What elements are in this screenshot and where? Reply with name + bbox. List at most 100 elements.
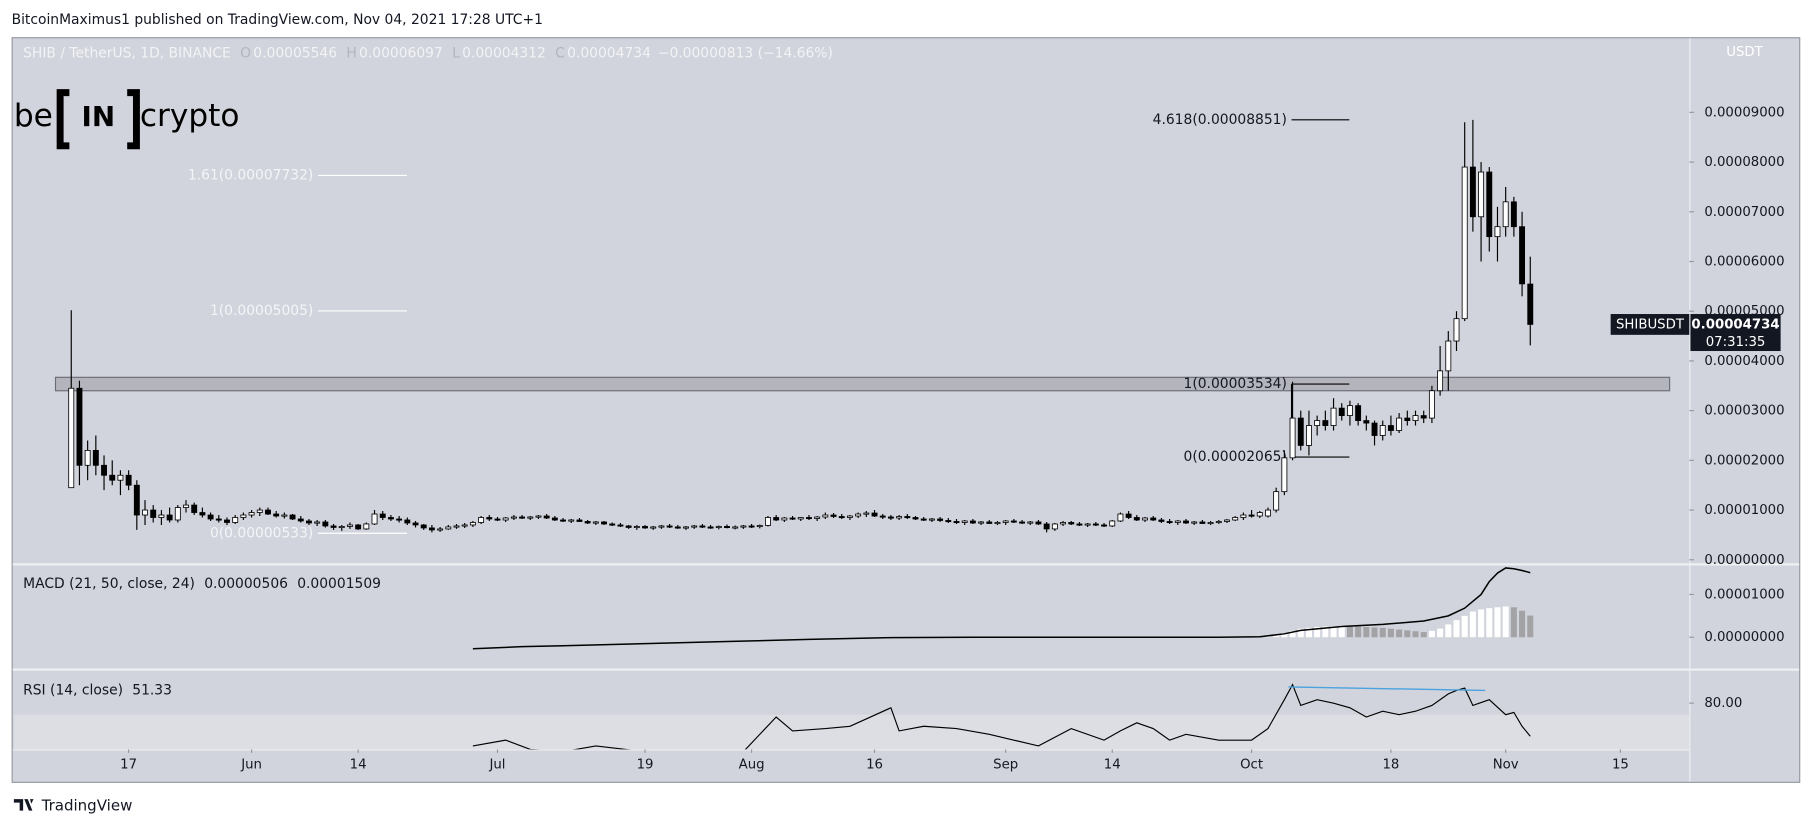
footer-brand: TradingView bbox=[41, 797, 133, 815]
candle-body bbox=[1076, 523, 1083, 526]
candle-body bbox=[560, 519, 567, 522]
candle-body bbox=[707, 526, 714, 529]
candle-body bbox=[724, 526, 730, 529]
ohlc-key: L bbox=[452, 45, 460, 61]
y-tick-label: 0.00003000 bbox=[1704, 404, 1784, 419]
candle-body bbox=[1232, 517, 1239, 521]
candle-body bbox=[806, 517, 812, 520]
candle-body bbox=[379, 513, 386, 518]
candle-body bbox=[617, 524, 624, 527]
rsi-line bbox=[472, 683, 1531, 750]
candle-body bbox=[1437, 370, 1444, 392]
histogram-bar bbox=[1346, 626, 1353, 638]
candle-body bbox=[855, 513, 862, 517]
candle-body bbox=[1002, 520, 1009, 523]
candle-body bbox=[879, 515, 886, 518]
histogram-bar bbox=[1494, 607, 1501, 638]
candle-body bbox=[1494, 226, 1501, 238]
candle-body bbox=[1306, 425, 1312, 446]
ohlc-legend: SHIB / TetherUS, 1D, BINANCE O 0.00005546 H… bbox=[23, 45, 833, 61]
histogram-bar bbox=[1396, 629, 1403, 638]
logo-text: be bbox=[14, 98, 53, 134]
ohlc-value: 0.00004734 bbox=[567, 45, 651, 61]
candle-body bbox=[887, 516, 894, 519]
logo-bracket bbox=[56, 89, 140, 150]
candle-body bbox=[1248, 514, 1255, 517]
candle-body bbox=[846, 515, 853, 518]
candle-body bbox=[191, 504, 198, 513]
histogram-bar bbox=[1264, 636, 1271, 638]
candle-body bbox=[199, 512, 206, 516]
indicator-legend: MACD (21, 50, close, 24) 0.00000506 0.0000… bbox=[23, 576, 381, 592]
candle-body bbox=[519, 516, 526, 519]
candle-body bbox=[1199, 521, 1206, 524]
histogram-bar bbox=[1412, 631, 1419, 638]
indicator-title: MACD (21, 50, close, 24) bbox=[23, 576, 195, 592]
candle-body bbox=[207, 514, 214, 520]
y-tick-label: 0.00007000 bbox=[1704, 205, 1784, 220]
candle-body bbox=[715, 526, 722, 529]
ohlc-key: O bbox=[240, 45, 251, 61]
candle-body bbox=[420, 524, 427, 529]
candle-body bbox=[404, 519, 411, 524]
histogram-bar bbox=[1314, 626, 1321, 638]
candle-body bbox=[830, 514, 837, 517]
histogram-bar bbox=[1510, 607, 1517, 638]
candle-body bbox=[396, 518, 403, 521]
candle-body bbox=[1035, 521, 1042, 525]
resistance-zone bbox=[54, 376, 1671, 392]
candle-body bbox=[1297, 417, 1304, 446]
macd-line bbox=[472, 567, 1531, 650]
candle-body bbox=[428, 527, 435, 531]
axes: 0.00000000 0.00001000 0.00002000 0.00003000… bbox=[23, 105, 1784, 772]
candle-body bbox=[1142, 517, 1148, 521]
candle-body bbox=[896, 516, 903, 519]
histogram-bar bbox=[1338, 625, 1345, 638]
candle-body bbox=[101, 464, 107, 476]
y-tick-label: 80.00 bbox=[1704, 696, 1742, 711]
candle-body bbox=[584, 521, 591, 524]
candle-body bbox=[822, 514, 829, 518]
candle-body bbox=[633, 526, 640, 529]
candle-body bbox=[691, 525, 698, 528]
logo: be IN crypto bbox=[14, 89, 240, 150]
fib-label: 1(0.00003534) bbox=[1184, 376, 1287, 392]
candle-body bbox=[125, 474, 132, 486]
candle-body bbox=[1125, 513, 1132, 518]
candle-body bbox=[978, 521, 985, 524]
candle-body bbox=[1215, 521, 1222, 524]
candle-body bbox=[248, 512, 255, 516]
candle-body bbox=[1224, 519, 1230, 522]
x-tick-label: Nov bbox=[1493, 757, 1519, 772]
y-tick-label: 0.00001000 bbox=[1704, 503, 1784, 518]
y-tick-label: 0.00002000 bbox=[1704, 453, 1784, 468]
candle-body bbox=[1060, 522, 1067, 525]
candle-body bbox=[953, 521, 960, 524]
histogram-bar bbox=[1289, 630, 1296, 638]
candle-body bbox=[387, 517, 394, 520]
candle-body bbox=[445, 526, 452, 530]
candle-body bbox=[166, 514, 173, 521]
candle-body bbox=[937, 518, 944, 521]
candle-body bbox=[650, 526, 657, 529]
candle-body bbox=[699, 525, 706, 528]
ohlc-key: H bbox=[346, 45, 356, 61]
candle-body bbox=[76, 387, 83, 466]
candle-body bbox=[215, 518, 222, 521]
histogram-bar bbox=[1486, 608, 1493, 638]
histogram-bar bbox=[1437, 628, 1444, 638]
candle-body bbox=[1240, 514, 1247, 518]
candle-body bbox=[961, 520, 968, 523]
candle-body bbox=[1404, 417, 1411, 421]
ohlc-change: −0.00000813 (−14.66%) bbox=[658, 45, 833, 61]
histogram-bar bbox=[1478, 609, 1485, 638]
x-tick-label: Jun bbox=[240, 757, 262, 772]
candle-body bbox=[1478, 171, 1485, 218]
candle-body bbox=[756, 525, 763, 528]
candle-body bbox=[551, 517, 558, 521]
candle-body bbox=[1207, 522, 1214, 525]
candle-body bbox=[109, 474, 116, 481]
candle-body bbox=[281, 514, 288, 517]
candle-body bbox=[1371, 422, 1378, 436]
candle-body bbox=[1322, 420, 1329, 426]
